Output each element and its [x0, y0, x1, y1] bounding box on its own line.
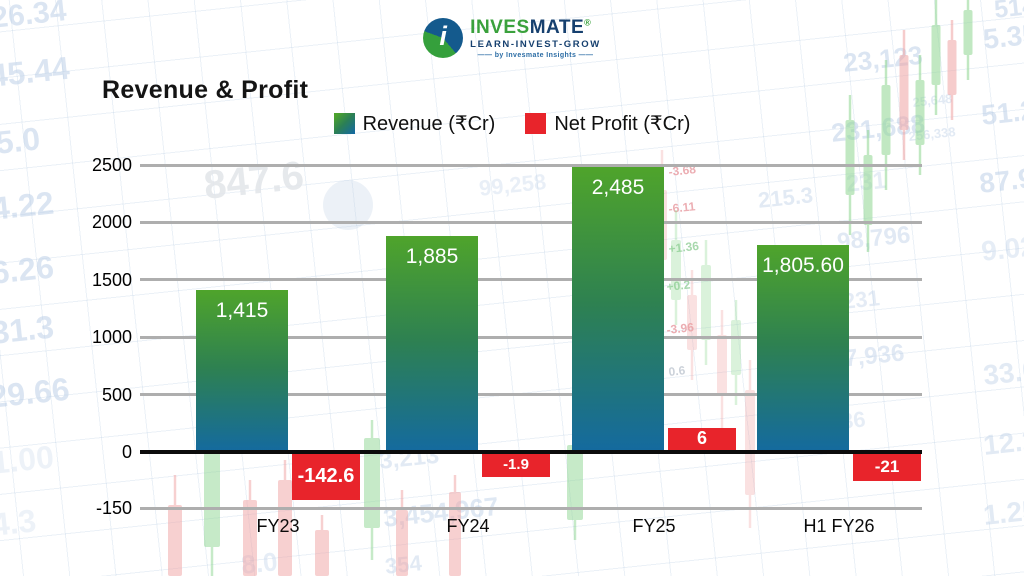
invesmate-logo-text: INVESMATE® LEARN-INVEST-GROW —— by Inves… — [470, 18, 601, 59]
invesmate-logo-icon: i — [423, 18, 464, 58]
y-tick-label: 2000 — [91, 212, 132, 233]
invesmate-logo: i INVESMATE® LEARN-INVEST-GROW —— by Inv… — [0, 18, 1024, 59]
zero-axis-line — [140, 450, 922, 454]
revenue-bar: 2,485 — [572, 166, 664, 452]
candle-body — [671, 240, 681, 300]
y-tick-label: -150 — [95, 498, 132, 518]
revenue-bar: 1,885 — [386, 235, 478, 452]
candlestick-cluster-top-right — [845, 0, 973, 252]
chart-title: Revenue & Profit — [102, 76, 309, 104]
gridline — [140, 278, 922, 282]
candle-body — [915, 80, 925, 145]
y-tick-label: 500 — [101, 384, 132, 405]
candle-body — [863, 155, 873, 225]
net-profit-value-label: -142.6 — [297, 465, 355, 487]
brand-byline: —— by Invesmate Insights —— — [477, 51, 594, 59]
candle-body — [899, 55, 909, 130]
candle-body — [567, 445, 583, 520]
candle-body — [449, 492, 461, 576]
candle-body — [881, 85, 891, 155]
net-profit-bar: -21 — [853, 454, 921, 481]
candle-body — [364, 438, 380, 528]
chart-legend: Revenue (₹Cr) Net Profit (₹Cr) — [0, 111, 1024, 136]
candle-body — [963, 10, 973, 55]
candle-body — [278, 480, 292, 576]
legend-item-net-profit: Net Profit (₹Cr) — [525, 111, 690, 136]
y-tick-label: 0 — [121, 442, 132, 462]
y-tick-label: 1500 — [91, 269, 132, 290]
candle-body — [745, 390, 755, 495]
net-profit-bar: -142.6 — [292, 454, 360, 500]
net-profit-value-label: -21 — [874, 457, 900, 476]
revenue-value-label: 1,415 — [215, 298, 269, 322]
candle-body — [845, 120, 855, 195]
candle-body — [315, 530, 329, 576]
legend-label-net-profit: Net Profit (₹Cr) — [554, 113, 691, 135]
gridline — [140, 335, 922, 339]
candle-body — [931, 25, 941, 85]
net-profit-swatch-icon — [525, 113, 547, 134]
candle-body — [947, 40, 957, 95]
candle-body — [701, 265, 711, 340]
x-axis-label: H1 FY26 — [803, 516, 875, 536]
brand-name: INVESMATE® — [470, 18, 591, 38]
x-axis-label: FY25 — [632, 516, 676, 536]
net-profit-bar: -1.9 — [482, 454, 550, 477]
net-profit-value-label: -1.9 — [503, 456, 529, 473]
registered-trademark-icon: ® — [584, 17, 592, 28]
revenue-bar: 1,415 — [196, 289, 288, 452]
gridline — [140, 506, 922, 510]
y-tick-label: 2500 — [91, 155, 132, 175]
legend-label-revenue: Revenue (₹Cr) — [362, 113, 496, 135]
revenue-value-label: 1,885 — [405, 244, 459, 268]
legend-item-revenue: Revenue (₹Cr) — [333, 111, 496, 136]
revenue-bar: 1,805.60 — [757, 244, 849, 452]
revenue-value-label: 2,485 — [591, 175, 645, 199]
gridline — [140, 393, 922, 397]
candle-body — [168, 505, 182, 576]
candle-body — [396, 510, 408, 576]
candlestick-cluster-bottom-left — [168, 420, 583, 576]
brand-tagline: LEARN-INVEST-GROW — [470, 38, 601, 50]
gridline — [140, 220, 922, 224]
candle-body — [204, 452, 220, 547]
revenue-swatch-icon — [333, 113, 355, 134]
y-tick-label: 1000 — [91, 327, 132, 348]
net-profit-value-label: 6 — [696, 428, 707, 448]
gridline — [140, 163, 922, 167]
x-axis-label: FY24 — [446, 516, 490, 536]
net-profit-bar: 6 — [668, 428, 736, 450]
candle-body — [731, 320, 741, 375]
candle-body — [717, 335, 727, 395]
brand-name-mate: MATE — [529, 17, 585, 38]
x-axis-label: FY23 — [256, 516, 300, 536]
revenue-value-label: 1,805.60 — [762, 253, 844, 277]
brand-name-inves: INVES — [470, 17, 530, 38]
candle-body — [243, 500, 257, 576]
